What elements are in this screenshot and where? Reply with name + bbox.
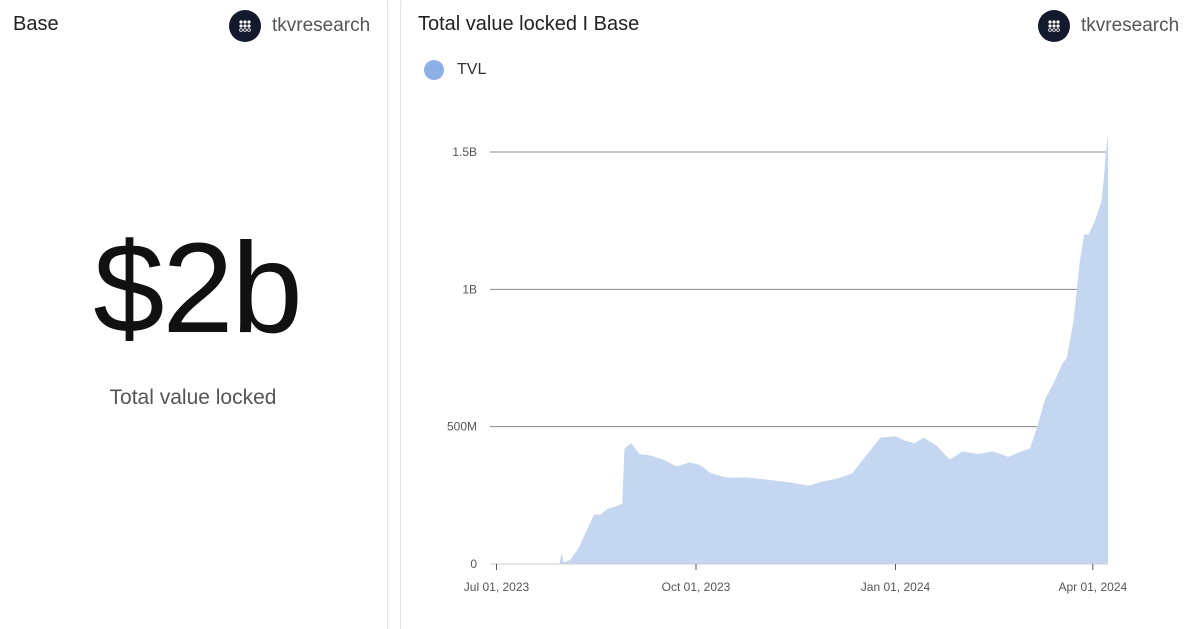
y-tick-label: 0: [470, 557, 477, 571]
x-tick-label: Oct 01, 2023: [662, 580, 731, 594]
grid-logo-icon: [239, 20, 251, 32]
chart-legend[interactable]: TVL: [424, 60, 486, 80]
x-tick-label: Apr 01, 2024: [1058, 580, 1127, 594]
y-tick-label: 500M: [447, 420, 477, 434]
tvl-value: $2b: [93, 217, 303, 360]
grid-lines: [490, 151, 1108, 428]
tvl-caption: Total value locked: [109, 386, 277, 409]
tvl-area: [490, 135, 1108, 564]
author-name: tkvresearch: [1081, 15, 1180, 36]
tvl-summary-card: Base tkvresearch $2b Total value locked: [0, 0, 388, 629]
avatar: [229, 10, 261, 42]
author-badge[interactable]: tkvresearch: [229, 10, 370, 42]
legend-label: TVL: [457, 61, 487, 78]
grid-logo-icon: [1048, 20, 1060, 32]
tick-labels: 0 500M 1B 1.5B Jul 01, 2023 Oct 01, 2023 Jan 0…: [447, 145, 1128, 594]
avatar: [1038, 10, 1070, 42]
x-tick-label: Jul 01, 2023: [464, 580, 530, 594]
y-tick-label: 1.5B: [452, 145, 477, 159]
area-series: [490, 135, 1108, 564]
author-name: tkvresearch: [272, 15, 371, 36]
y-tick-label: 1B: [462, 282, 477, 296]
x-tick-label: Jan 01, 2024: [861, 580, 931, 594]
x-axis: [490, 563, 1108, 570]
author-badge[interactable]: tkvresearch: [1038, 10, 1179, 42]
card-title: Base: [13, 13, 59, 35]
legend-swatch: [424, 60, 444, 80]
chart-title: Total value locked I Base: [418, 13, 640, 35]
